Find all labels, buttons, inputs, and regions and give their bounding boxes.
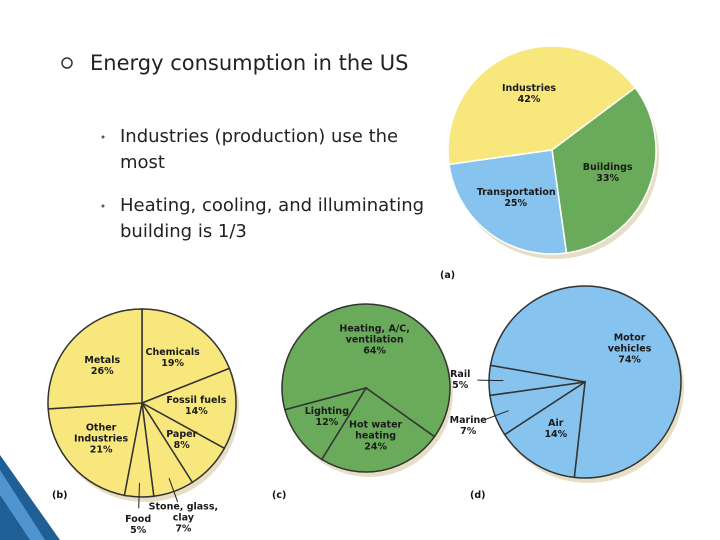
slice-label: Other Industries 21%	[62, 423, 140, 456]
pie-slice	[47, 402, 143, 497]
pie-slice	[503, 380, 586, 479]
slide-title: Energy consumption in the US	[90, 51, 409, 75]
slice-value: 24%	[364, 441, 387, 453]
slice-value: 74%	[618, 354, 641, 366]
slice-label: Fossil fuels 14%	[166, 395, 226, 417]
leader-line	[168, 478, 179, 503]
chart-label: (c)	[272, 490, 287, 501]
slice-value: 25%	[504, 198, 528, 210]
slice-name: Rail	[450, 368, 471, 380]
slice-label: Marine 7%	[450, 415, 487, 437]
slice-label: Buildings 33%	[583, 162, 633, 184]
slice-value: 21%	[89, 444, 113, 456]
chart-label: (b)	[52, 490, 68, 501]
bullet-text: Heating, cooling, and illuminating build…	[120, 195, 425, 242]
slice-label: Metals 26%	[84, 355, 120, 377]
slice-name: Transportation	[476, 187, 556, 199]
pie-slice	[447, 45, 637, 166]
slice-label: Food 5%	[125, 514, 151, 536]
slice-name: Heating, A/C, ventilation	[339, 323, 410, 346]
slice-value: 7%	[175, 523, 192, 535]
pie-slice	[141, 308, 231, 405]
slice-name: Fossil fuels	[166, 395, 227, 407]
slice-label: Motor vehicles 74%	[591, 332, 669, 365]
slice-value: 5%	[130, 525, 147, 537]
slice-label: Paper 8%	[166, 429, 197, 451]
slice-label: Rail 5%	[450, 369, 470, 391]
slice-label: Transportation 25%	[476, 187, 556, 210]
slice-label: Air 14%	[544, 418, 567, 440]
slice-name: Hot water heating	[349, 419, 403, 442]
bullet-text: Industries (production) use the most	[120, 126, 399, 173]
leader-line	[138, 482, 140, 509]
slice-name: Food	[125, 514, 152, 526]
slice-value: 14%	[544, 429, 568, 441]
slice-label: Heating, A/C, ventilation 64%	[336, 324, 414, 357]
slice-value: 64%	[363, 345, 386, 357]
pie-slice	[283, 386, 368, 461]
pie-slice	[281, 303, 451, 438]
slice-value: 14%	[185, 406, 208, 418]
slice-name: Other Industries	[74, 422, 129, 445]
pie-slice	[47, 308, 143, 410]
slice-name: Marine	[449, 414, 487, 426]
bullet	[61, 57, 73, 69]
slice-label: Industries 42%	[502, 83, 556, 105]
pie-slice	[320, 386, 436, 473]
slice-label: Hot water heating 24%	[337, 419, 415, 452]
pie-slice	[448, 149, 568, 255]
slice-name: Chemicals	[145, 346, 200, 358]
decor	[0, 455, 60, 540]
bullet	[101, 204, 105, 208]
slice-name: Industries	[501, 83, 557, 95]
slice-label: Lighting 12%	[305, 406, 349, 428]
slice-value: 26%	[90, 365, 114, 377]
bullet	[101, 135, 105, 139]
slice-name: Lighting	[304, 406, 349, 418]
slice-value: 42%	[517, 94, 541, 106]
slice-label: Chemicals 19%	[145, 347, 199, 369]
slice-value: 8%	[173, 440, 190, 452]
leader-line	[484, 410, 509, 421]
slice-name: Motor vehicles	[607, 332, 652, 355]
slice-value: 7%	[460, 425, 477, 437]
pie-slice	[551, 86, 657, 254]
slice-value: 12%	[315, 417, 339, 429]
chart-label: (a)	[440, 270, 456, 281]
slice-value: 19%	[161, 357, 185, 369]
slice-name: Air	[548, 418, 564, 430]
slice-value: 5%	[452, 379, 469, 391]
chart-label: (d)	[470, 490, 486, 501]
pie-slice	[140, 367, 237, 450]
decor	[0, 470, 45, 540]
slice-value: 33%	[596, 173, 620, 185]
slice-name: Buildings	[582, 162, 633, 174]
slice-label: Stone, glass, clay 7%	[144, 501, 222, 534]
slice-name: Paper	[166, 429, 198, 441]
slice-name: Stone, glass, clay	[148, 501, 219, 524]
slice-name: Metals	[84, 354, 121, 366]
